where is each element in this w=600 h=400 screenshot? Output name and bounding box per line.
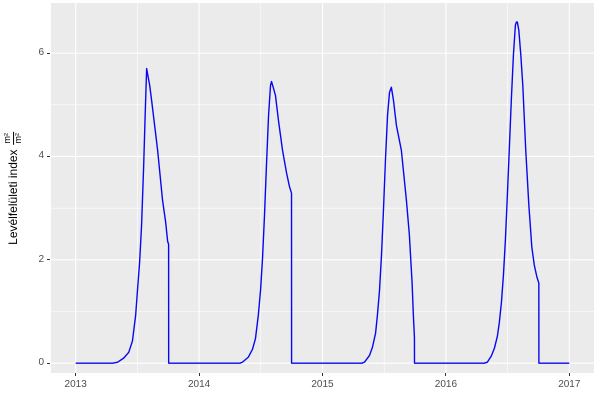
x-tick-mark <box>198 373 200 376</box>
x-tick-label: 2014 <box>187 379 211 390</box>
y-axis-unit-fraction: m² m² <box>1 131 24 145</box>
plot-panel <box>51 3 594 373</box>
x-tick-label: 2016 <box>434 379 458 390</box>
x-tick-mark <box>75 373 77 376</box>
y-axis-title-text: Levélfelületi index m² m² <box>1 131 24 245</box>
y-tick-mark <box>47 362 50 364</box>
x-tick-mark <box>322 373 323 376</box>
y-tick-mark <box>47 259 50 261</box>
series-line-lai <box>75 21 570 364</box>
x-tick-mark <box>445 373 447 376</box>
plot-canvas <box>51 3 594 373</box>
y-axis-label: Levélfelületi index <box>6 149 20 245</box>
y-tick-label: 0 <box>38 357 44 369</box>
y-tick-mark <box>47 155 50 157</box>
y-tick-label: 2 <box>38 253 44 265</box>
x-tick-mark <box>568 373 570 376</box>
y-tick-label: 6 <box>38 47 44 59</box>
x-tick-label: 2017 <box>558 379 581 390</box>
unit-denominator: m² <box>12 132 23 144</box>
y-tick-mark <box>47 52 50 54</box>
y-axis-title: Levélfelületi index m² m² <box>0 3 26 373</box>
unit-numerator: m² <box>1 131 14 145</box>
y-tick-label: 4 <box>38 150 44 162</box>
x-tick-label: 2015 <box>311 379 334 390</box>
x-tick-label: 2013 <box>64 379 87 390</box>
